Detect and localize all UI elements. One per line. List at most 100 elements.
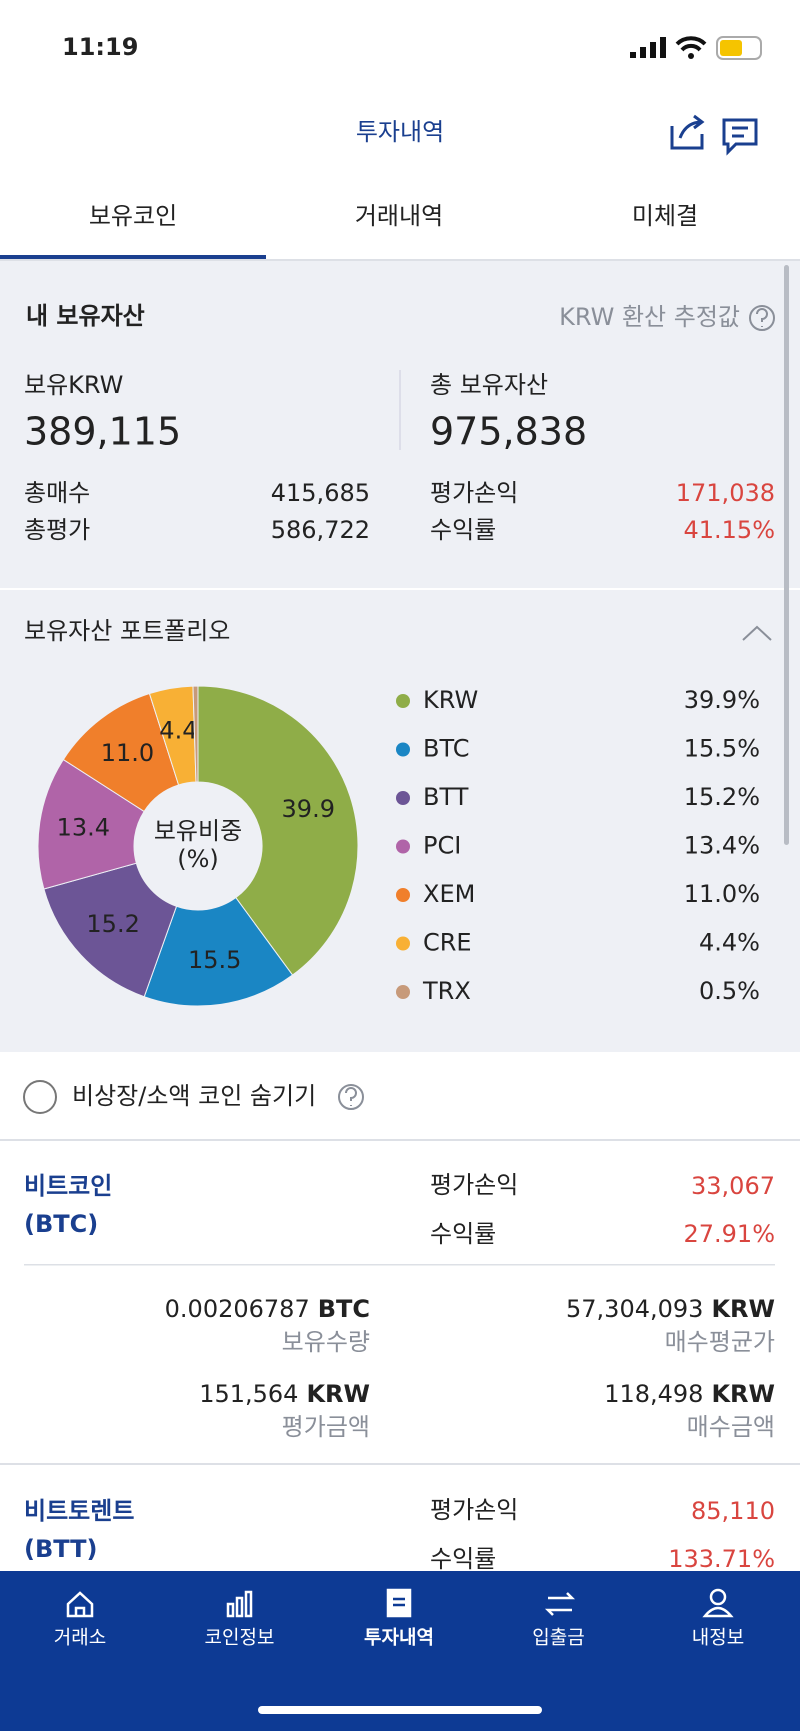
- krw-value: 389,115: [24, 410, 181, 454]
- nav-label[interactable]: 입출금: [532, 1627, 584, 1649]
- legend-value: 4.4%: [699, 929, 760, 957]
- filter-label: 비상장/소액 코인 숨기기: [72, 1082, 316, 1110]
- tab[interactable]: 보유코인: [89, 202, 177, 230]
- pl-value: 85,110: [691, 1497, 775, 1525]
- amount-value: 118,498: [604, 1380, 703, 1408]
- legend-label: BTT: [423, 783, 469, 811]
- help-icon[interactable]: [338, 1084, 364, 1110]
- amount: 0.00206787 BTC: [165, 1295, 370, 1323]
- status-icons: [630, 36, 762, 60]
- rate-value: 133.71%: [668, 1545, 775, 1573]
- amount-unit: KRW: [711, 1295, 775, 1323]
- row-value: 171,038: [676, 479, 775, 507]
- row-label: 총평가: [24, 516, 90, 544]
- home-indicator: [258, 1706, 542, 1714]
- pl-label: 평가손익: [430, 1171, 518, 1199]
- pl-value: 33,067: [691, 1172, 775, 1200]
- tab[interactable]: 미체결: [632, 202, 698, 230]
- row-value: 586,722: [271, 516, 370, 544]
- legend-dot: [396, 694, 410, 708]
- slice-label: 39.9: [282, 795, 335, 823]
- header-title: 투자내역: [356, 118, 444, 146]
- divider: [0, 588, 800, 590]
- nav-icons: [66, 1588, 734, 1618]
- slice-label: 4.4: [159, 717, 197, 745]
- legend-label: XEM: [423, 880, 475, 908]
- row-value: 41.15%: [683, 516, 775, 544]
- slice-label: 11.0: [101, 739, 154, 767]
- slice: [192, 685, 199, 783]
- header-icons[interactable]: [670, 114, 758, 156]
- divider: [0, 259, 800, 261]
- legend-dot: [396, 839, 410, 854]
- nav-icon-detail: [393, 1597, 405, 1607]
- chart-title: 보유자산 포트폴리오: [24, 617, 230, 645]
- krw-label: 보유KRW: [24, 371, 123, 399]
- slice: [43, 862, 178, 998]
- scrollbar: [784, 265, 789, 845]
- amount-value: 57,304,093: [566, 1295, 703, 1323]
- time: 11:19: [62, 33, 138, 61]
- amount-unit: BTC: [318, 1295, 370, 1323]
- tab-bar: 거래소 코인정보 투자내역 입출금 내정보: [0, 1571, 800, 1731]
- amount-unit: KRW: [711, 1380, 775, 1408]
- legend-dot: [396, 791, 410, 805]
- legend-label: PCI: [423, 832, 461, 860]
- amount-label: 매수금액: [687, 1413, 775, 1441]
- legend-dot: [396, 888, 410, 902]
- slice: [197, 685, 359, 976]
- legend-dot: [396, 742, 410, 757]
- legend-label: TRX: [422, 977, 471, 1005]
- amount-unit: KRW: [306, 1380, 370, 1408]
- legend-value: 13.4%: [684, 832, 760, 860]
- legend-value: 39.9%: [684, 686, 760, 714]
- legend-value: 0.5%: [699, 977, 760, 1005]
- center-label: (%): [177, 845, 219, 873]
- row-value: 415,685: [271, 479, 370, 507]
- amount-label: 평가금액: [282, 1413, 370, 1441]
- amount: 118,498 KRW: [604, 1380, 775, 1408]
- coin-symbol: (BTT): [24, 1535, 98, 1563]
- legend-label: CRE: [423, 929, 472, 957]
- amount-label: 매수평균가: [665, 1328, 775, 1356]
- rate-label: 수익률: [430, 1545, 496, 1573]
- divider: [24, 1264, 775, 1266]
- legend-label: KRW: [423, 686, 478, 714]
- tab-indicator: [0, 255, 266, 259]
- legend-value: 15.5%: [684, 735, 760, 763]
- nav-label[interactable]: 내정보: [692, 1627, 744, 1649]
- slice-label: 15.2: [86, 910, 139, 938]
- row-label: 총매수: [24, 479, 90, 507]
- collapse-icon[interactable]: [742, 625, 772, 641]
- help-icon[interactable]: [749, 305, 775, 331]
- legend-dot: [396, 985, 410, 999]
- slice-label: 13.4: [57, 814, 110, 842]
- amount-value: 0.00206787: [165, 1295, 310, 1323]
- filter-toggle[interactable]: [23, 1080, 57, 1114]
- amount: 151,564 KRW: [199, 1380, 370, 1408]
- center-label: 보유비중: [154, 817, 242, 845]
- total-value: 975,838: [430, 410, 587, 454]
- slice-label: 15.5: [188, 946, 241, 974]
- nav-label[interactable]: 투자내역: [364, 1627, 434, 1649]
- legend-dot: [396, 936, 410, 951]
- rate-label: 수익률: [430, 1220, 496, 1248]
- total-label: 총 보유자산: [430, 371, 548, 399]
- amount-value: 151,564: [199, 1380, 298, 1408]
- nav-label[interactable]: 거래소: [54, 1627, 106, 1649]
- coin-name[interactable]: 비트코인: [24, 1172, 112, 1200]
- divider: [0, 1139, 800, 1141]
- slice: [143, 896, 294, 1007]
- coin-name[interactable]: 비트토렌트: [24, 1497, 134, 1525]
- nav-label[interactable]: 코인정보: [205, 1627, 275, 1649]
- rate-value: 27.91%: [683, 1220, 775, 1248]
- legend-label: BTC: [423, 735, 469, 763]
- tab[interactable]: 거래내역: [355, 202, 443, 230]
- summary-note: KRW 환산 추정값: [559, 303, 740, 331]
- row-label: 수익률: [430, 516, 496, 544]
- amount: 57,304,093 KRW: [566, 1295, 775, 1323]
- coin-symbol: (BTC): [24, 1210, 98, 1238]
